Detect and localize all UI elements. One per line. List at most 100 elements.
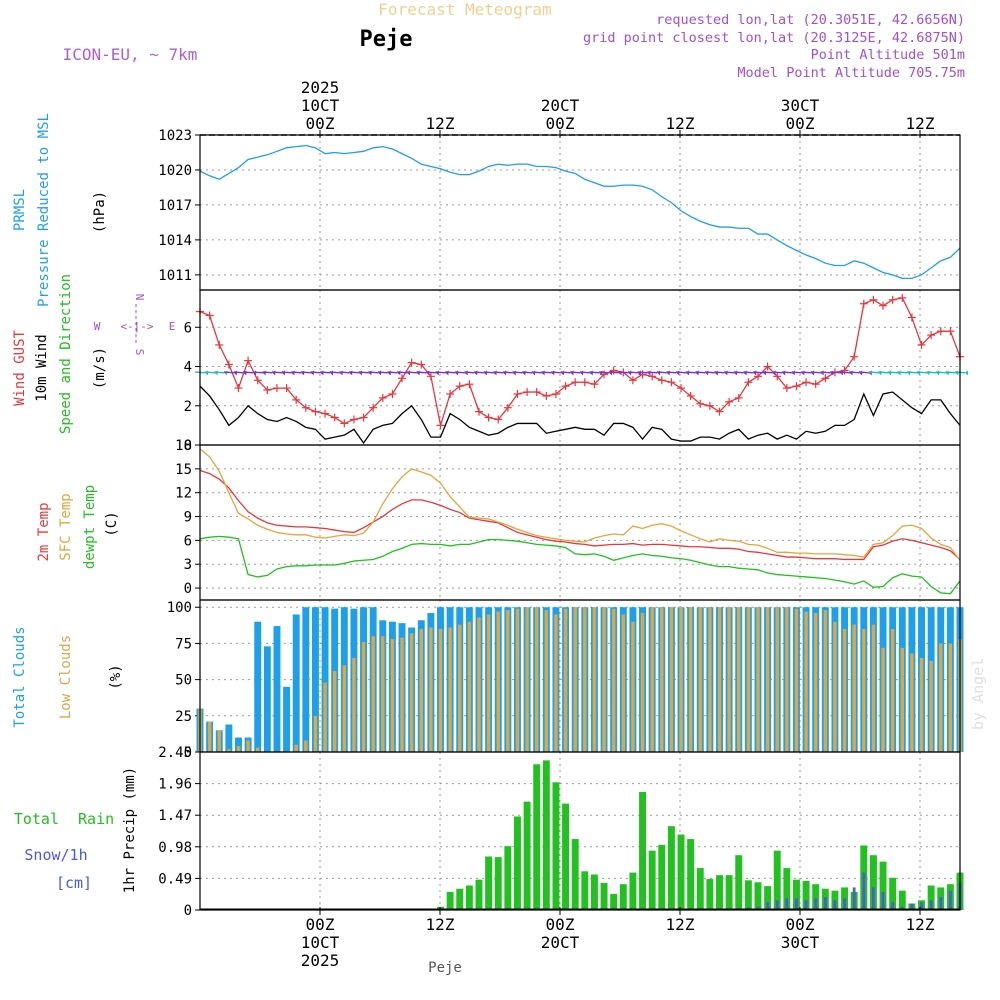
cloud-bar-low (708, 607, 712, 752)
gust-marker (590, 380, 599, 389)
cloud-bar-low (294, 744, 298, 752)
total-clouds-legend: Total Clouds (12, 626, 28, 727)
cloud-bar-total (254, 621, 262, 752)
snow-bar (775, 900, 779, 910)
gust-marker (253, 376, 262, 385)
time-label-bottom: 20CT (541, 933, 580, 952)
wind-arrow-shaft (252, 371, 263, 374)
wind-arrow-shaft (906, 371, 917, 374)
rain-bar (437, 906, 444, 910)
y-tick-label: 1011 (158, 268, 192, 284)
rain-bar (629, 872, 637, 910)
cloud-bar-low (400, 637, 404, 752)
cloud-bar-low (361, 641, 366, 752)
gust-marker (455, 382, 464, 391)
time-label-bottom: 00Z (786, 915, 815, 934)
gust-marker (657, 376, 666, 385)
snow-bar (833, 900, 837, 910)
gust-marker (773, 372, 782, 381)
gust-marker (523, 388, 532, 397)
cloud-bar-low (688, 607, 693, 752)
wind-arrow-shaft (685, 371, 696, 374)
rain-bar (456, 888, 464, 910)
y-tick-label: 0 (184, 903, 192, 919)
gust-marker (215, 340, 224, 349)
wind-ylabel: (m/s) (92, 347, 108, 389)
wind-arrow-shaft (839, 371, 850, 374)
rain-bar (754, 882, 762, 910)
gust-marker (753, 372, 762, 381)
direction-legend: Speed and Direction (58, 274, 74, 434)
cloud-bar-low (871, 624, 876, 752)
gust-marker (677, 384, 686, 393)
rain-bar (523, 801, 531, 910)
cloud-bar-low (313, 715, 318, 752)
gust-marker (936, 327, 945, 336)
snow-bar (756, 906, 760, 910)
y-tick-label: 6 (184, 320, 192, 336)
rain-bar (504, 846, 512, 910)
cloud-bar-total (302, 607, 310, 752)
wind-arrow-shaft (820, 371, 831, 374)
time-label-top: 00Z (306, 114, 335, 133)
wind-arrow-shaft (291, 371, 302, 374)
gust-marker (340, 419, 349, 428)
gust-marker (234, 384, 243, 393)
cloud-bar-low (602, 607, 606, 752)
wind-arrow-shaft (397, 371, 408, 374)
cloud-bar-low (611, 608, 616, 752)
cloud-bar-low (458, 624, 462, 752)
gust-marker (561, 382, 570, 391)
cloud-bar-low (419, 628, 423, 752)
temp-ylabel: (C) (104, 511, 120, 536)
cloud-bar-low (477, 617, 481, 752)
wind-arrow-shaft (281, 371, 292, 374)
gust-marker (571, 378, 580, 387)
time-label-top: 12Z (906, 114, 935, 133)
cloud-bar-low (342, 665, 347, 752)
y-tick-label: 6 (184, 533, 192, 549)
rain-bar (658, 844, 666, 910)
rain-bar (869, 855, 877, 910)
cloud-bar-low (583, 607, 587, 752)
gust-marker (869, 295, 878, 304)
gust-marker (551, 389, 560, 398)
wind-arrow-shaft (300, 371, 311, 374)
gust-marker (263, 386, 272, 395)
cloud-bar-total (273, 626, 281, 752)
gust-marker (503, 403, 512, 412)
wind-arrow-shaft (656, 371, 667, 374)
cloud-bar-low (525, 607, 529, 752)
model-name: ICON-EU, ~ 7km (63, 45, 198, 64)
y-tick-label: 12 (175, 486, 192, 502)
y-tick-label: 1023 (158, 128, 192, 144)
rain-bar (446, 891, 454, 910)
cloud-bar-total (292, 614, 300, 752)
cloud-bar-low (660, 607, 664, 752)
gust-marker (321, 409, 330, 418)
time-label-bottom: 12Z (906, 915, 935, 934)
rain-bar (783, 868, 791, 910)
compass-west: W (94, 320, 101, 333)
gust-marker (840, 366, 849, 375)
gust-marker (696, 399, 705, 408)
panel-4: 100 75 50 25 0 (167, 599, 964, 761)
gust-marker (898, 293, 907, 302)
time-label-top: 00Z (786, 114, 815, 133)
wind-arrow-shaft (752, 371, 763, 374)
cloud-bar-low (429, 627, 433, 752)
series-line-sfc-temp (199, 448, 961, 561)
cloud-bar-low (506, 610, 510, 752)
y-tick-label: 15 (175, 462, 192, 478)
wind-arrow-shaft (483, 371, 494, 374)
gust-marker (859, 299, 868, 308)
cloud-bar-total (263, 646, 271, 752)
gust-marker (484, 413, 493, 422)
gust-marker (378, 393, 387, 402)
cloud-bar-low (785, 607, 789, 752)
gust-marker (917, 340, 926, 349)
cloud-bar-low (304, 740, 308, 752)
gust-marker (811, 380, 820, 389)
y-tick-label: 0 (184, 745, 192, 761)
y-tick-label: 0 (184, 581, 192, 597)
